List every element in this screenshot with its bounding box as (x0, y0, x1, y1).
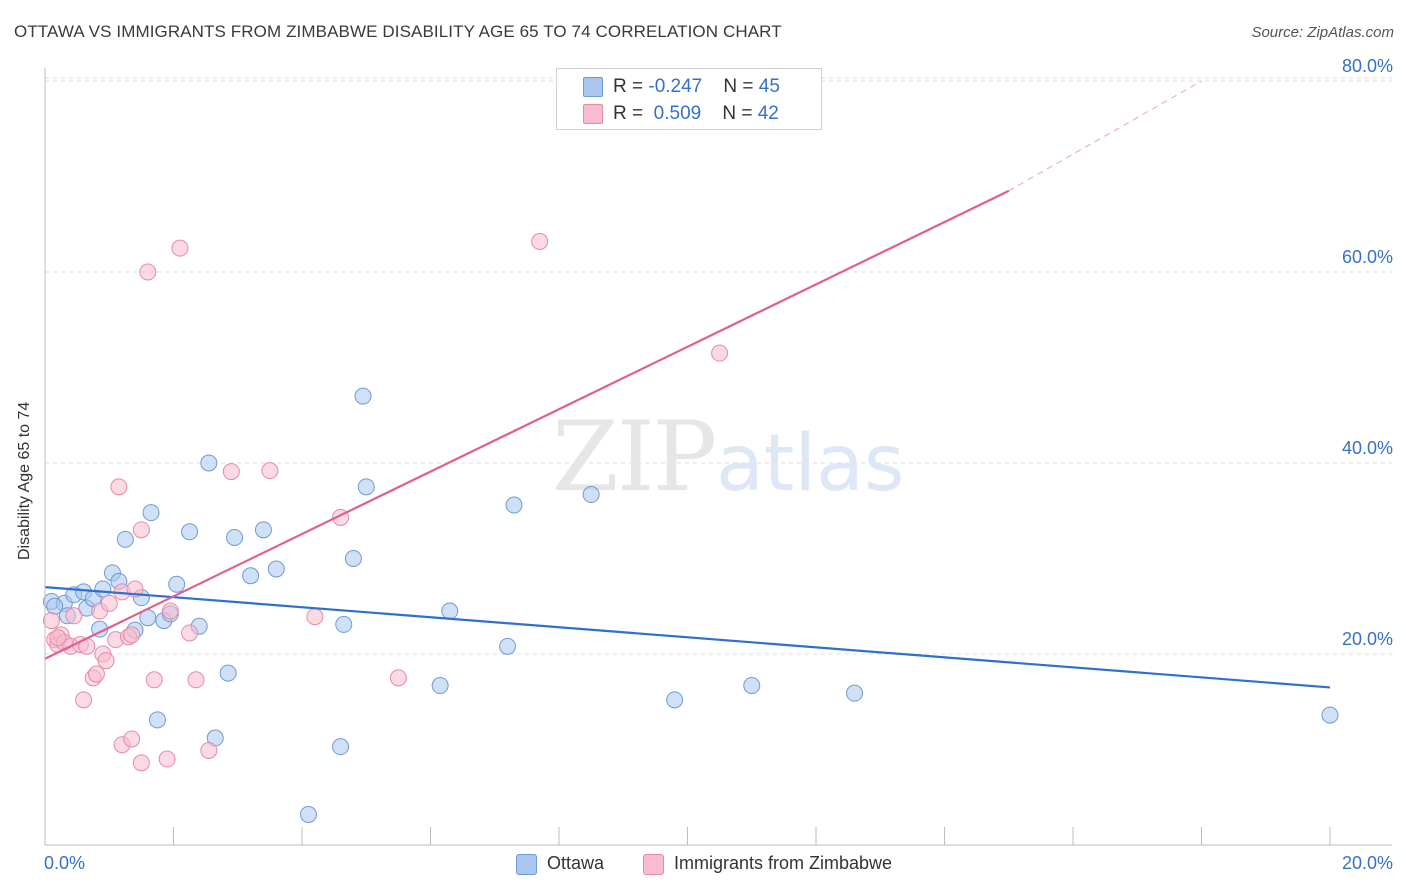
y-axis-label: Disability Age 65 to 74 (16, 401, 33, 560)
legend-n-value-ottawa: 45 (758, 76, 780, 97)
ottawa-point (116, 530, 134, 548)
zimbabwe-point (42, 612, 60, 630)
zimbabwe-point (110, 478, 128, 496)
zimbabwe-point (132, 521, 150, 539)
zimbabwe-point (65, 607, 83, 625)
legend-r-label: R = (613, 76, 649, 97)
y-tick-label: 40.0% (1342, 438, 1393, 458)
zimbabwe-point (306, 608, 324, 626)
ottawa-point (344, 550, 362, 567)
legend-n-value-zimbabwe: 42 (757, 103, 779, 124)
watermark-atlas: atlas (716, 419, 905, 509)
ottawa-trend-line (44, 586, 1331, 689)
ottawa-point (254, 521, 272, 539)
ottawa-point (242, 567, 260, 585)
ottawa-point (181, 523, 199, 541)
ottawa-point (267, 560, 285, 578)
ottawa-legend-swatch (516, 854, 537, 875)
zimbabwe-point (139, 263, 157, 281)
legend-n-label: N = (723, 76, 759, 97)
zimbabwe-point (181, 624, 199, 642)
ottawa-legend-label: Ottawa (547, 853, 605, 873)
zimbabwe-trend-extension (1008, 80, 1202, 192)
ottawa-point (299, 805, 317, 823)
ottawa-point (168, 575, 186, 593)
ottawa-point (499, 637, 517, 655)
zimbabwe-point (97, 652, 115, 670)
ottawa-point (846, 684, 864, 702)
zimbabwe-point (87, 665, 105, 683)
zimbabwe-point (132, 754, 150, 772)
zimbabwe-point (100, 594, 118, 612)
zimbabwe-point (389, 669, 407, 687)
ottawa-point (46, 597, 64, 615)
zimbabwe-point (222, 463, 240, 481)
zimbabwe-legend-swatch (643, 854, 664, 875)
zimbabwe-point (187, 671, 205, 689)
source-label: Source: ZipAtlas.com (1251, 24, 1394, 41)
zimbabwe-swatch (583, 104, 603, 124)
zimbabwe-point (200, 741, 218, 759)
legend-r-value-ottawa: -0.247 (648, 76, 703, 97)
legend-n-label: N = (722, 103, 758, 124)
legend-r-value-zimbabwe: 0.509 (648, 103, 702, 124)
zimbabwe-point (531, 232, 549, 250)
ottawa-point (431, 677, 449, 695)
y-tick-label: 80.0% (1342, 56, 1393, 76)
ottawa-point (200, 454, 218, 472)
zimbabwe-point (49, 629, 67, 647)
legend-r-label: R = (613, 103, 649, 124)
zimbabwe-point (75, 691, 93, 709)
x-tick-label-max: 20.0% (1342, 853, 1393, 873)
zimbabwe-point (123, 730, 141, 748)
ottawa-point (354, 387, 372, 405)
ottawa-point (1321, 706, 1339, 724)
ottawa-point (94, 580, 112, 598)
zimbabwe-point (158, 750, 176, 768)
zimbabwe-point (261, 462, 279, 480)
ottawa-point (357, 478, 375, 496)
ottawa-point (582, 486, 600, 504)
x-tick-label-min: 0.0% (44, 853, 85, 873)
y-tick-label: 60.0% (1342, 247, 1393, 267)
zimbabwe-point (171, 239, 189, 257)
chart-title: OTTAWA VS IMMIGRANTS FROM ZIMBABWE DISAB… (14, 22, 782, 41)
ottawa-point (441, 602, 459, 620)
zimbabwe-point (145, 671, 163, 689)
ottawa-point (505, 496, 523, 514)
ottawa-point (142, 504, 160, 522)
watermark-zip: ZIP (552, 401, 715, 513)
zimbabwe-point (161, 602, 179, 620)
ottawa-point (666, 691, 684, 709)
zimbabwe-point (123, 626, 141, 644)
zimbabwe-point (711, 344, 729, 362)
ottawa-point (148, 711, 166, 729)
ottawa-point (743, 677, 761, 695)
ottawa-point (219, 664, 237, 682)
ottawa-point (335, 615, 353, 633)
zimbabwe-legend-label: Immigrants from Zimbabwe (674, 853, 893, 873)
zimbabwe-trend-line (44, 189, 1010, 660)
y-tick-label: 20.0% (1342, 629, 1393, 649)
ottawa-point (226, 528, 244, 546)
correlation-legend: R = -0.247 N = 45 R = 0.509 N = 42 (556, 68, 822, 130)
ottawa-swatch (583, 77, 603, 97)
ottawa-point (332, 738, 350, 756)
